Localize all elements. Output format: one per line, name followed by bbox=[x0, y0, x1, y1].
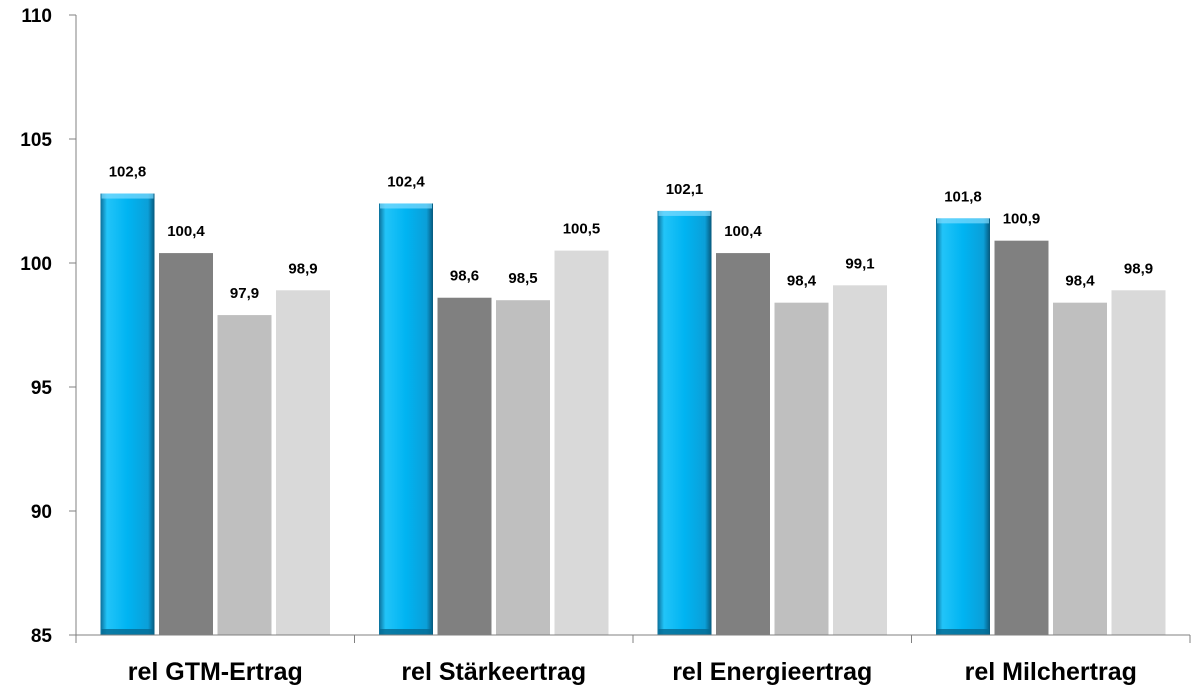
axes-layer bbox=[69, 14, 1191, 643]
data-label-3-4: 99,1 bbox=[845, 255, 874, 272]
y-tick-label-110: 110 bbox=[21, 6, 52, 27]
bar-2-series-4 bbox=[554, 250, 609, 635]
y-tick-label-105: 105 bbox=[20, 130, 52, 151]
bar-bevel-top bbox=[658, 210, 711, 216]
y-tick-label-95: 95 bbox=[31, 378, 53, 399]
y-tick-label-85: 85 bbox=[31, 626, 53, 647]
bar-3-series-2 bbox=[716, 253, 770, 635]
category-label-4: rel Milchertrag bbox=[965, 658, 1137, 686]
data-label-2-1: 102,4 bbox=[387, 173, 425, 190]
bars-layer bbox=[100, 193, 1166, 636]
data-label-2-2: 98,6 bbox=[450, 268, 479, 285]
category-label-1: rel GTM-Ertrag bbox=[128, 658, 303, 686]
bar-2-series-2 bbox=[437, 297, 492, 635]
data-label-3-3: 98,4 bbox=[787, 273, 817, 290]
bar-4-series-4 bbox=[1111, 290, 1166, 635]
data-label-4-3: 98,4 bbox=[1065, 273, 1095, 290]
bar-3-series-1 bbox=[657, 210, 712, 636]
data-label-4-4: 98,9 bbox=[1124, 260, 1153, 277]
category-label-3: rel Energieertrag bbox=[672, 658, 872, 686]
bar-4-series-3 bbox=[1053, 302, 1107, 635]
category-label-2: rel Stärkeertrag bbox=[401, 658, 586, 686]
bar-2-series-1 bbox=[379, 203, 433, 636]
bar-3-series-4 bbox=[833, 285, 887, 635]
data-label-1-2: 100,4 bbox=[167, 223, 205, 240]
bar-bevel-bottom bbox=[101, 629, 154, 635]
bar-bevel-top bbox=[101, 193, 154, 199]
bar-1-series-1 bbox=[100, 193, 155, 635]
data-label-4-1: 101,8 bbox=[944, 188, 982, 205]
data-label-1-4: 98,9 bbox=[288, 260, 317, 277]
bar-1-series-2 bbox=[159, 253, 213, 635]
data-label-3-1: 102,1 bbox=[666, 181, 704, 198]
bar-bevel-bottom bbox=[658, 629, 711, 635]
bar-2-series-3 bbox=[496, 300, 550, 635]
bar-3-series-3 bbox=[774, 302, 829, 635]
data-label-3-2: 100,4 bbox=[724, 223, 762, 240]
y-tick-label-100: 100 bbox=[20, 254, 52, 275]
data-label-4-2: 100,9 bbox=[1003, 211, 1041, 228]
bar-1-series-3 bbox=[217, 315, 272, 635]
data-label-2-4: 100,5 bbox=[563, 221, 601, 238]
bar-1-series-4 bbox=[276, 290, 330, 635]
bar-bevel-top bbox=[380, 203, 432, 209]
bar-4-series-2 bbox=[994, 240, 1049, 635]
bar-4-series-1 bbox=[936, 218, 990, 636]
bar-bevel-bottom bbox=[380, 629, 432, 635]
bar-bevel-top bbox=[937, 218, 989, 224]
data-label-2-3: 98,5 bbox=[508, 270, 537, 287]
bar-bevel-bottom bbox=[937, 629, 989, 635]
labels-layer: 102,8 100,4 97,9 98,9 rel GTM-Ertrag 102,4 98,… bbox=[20, 6, 1153, 686]
data-label-1-1: 102,8 bbox=[109, 164, 147, 181]
data-label-1-3: 97,9 bbox=[230, 285, 259, 302]
y-tick-label-90: 90 bbox=[31, 502, 52, 523]
